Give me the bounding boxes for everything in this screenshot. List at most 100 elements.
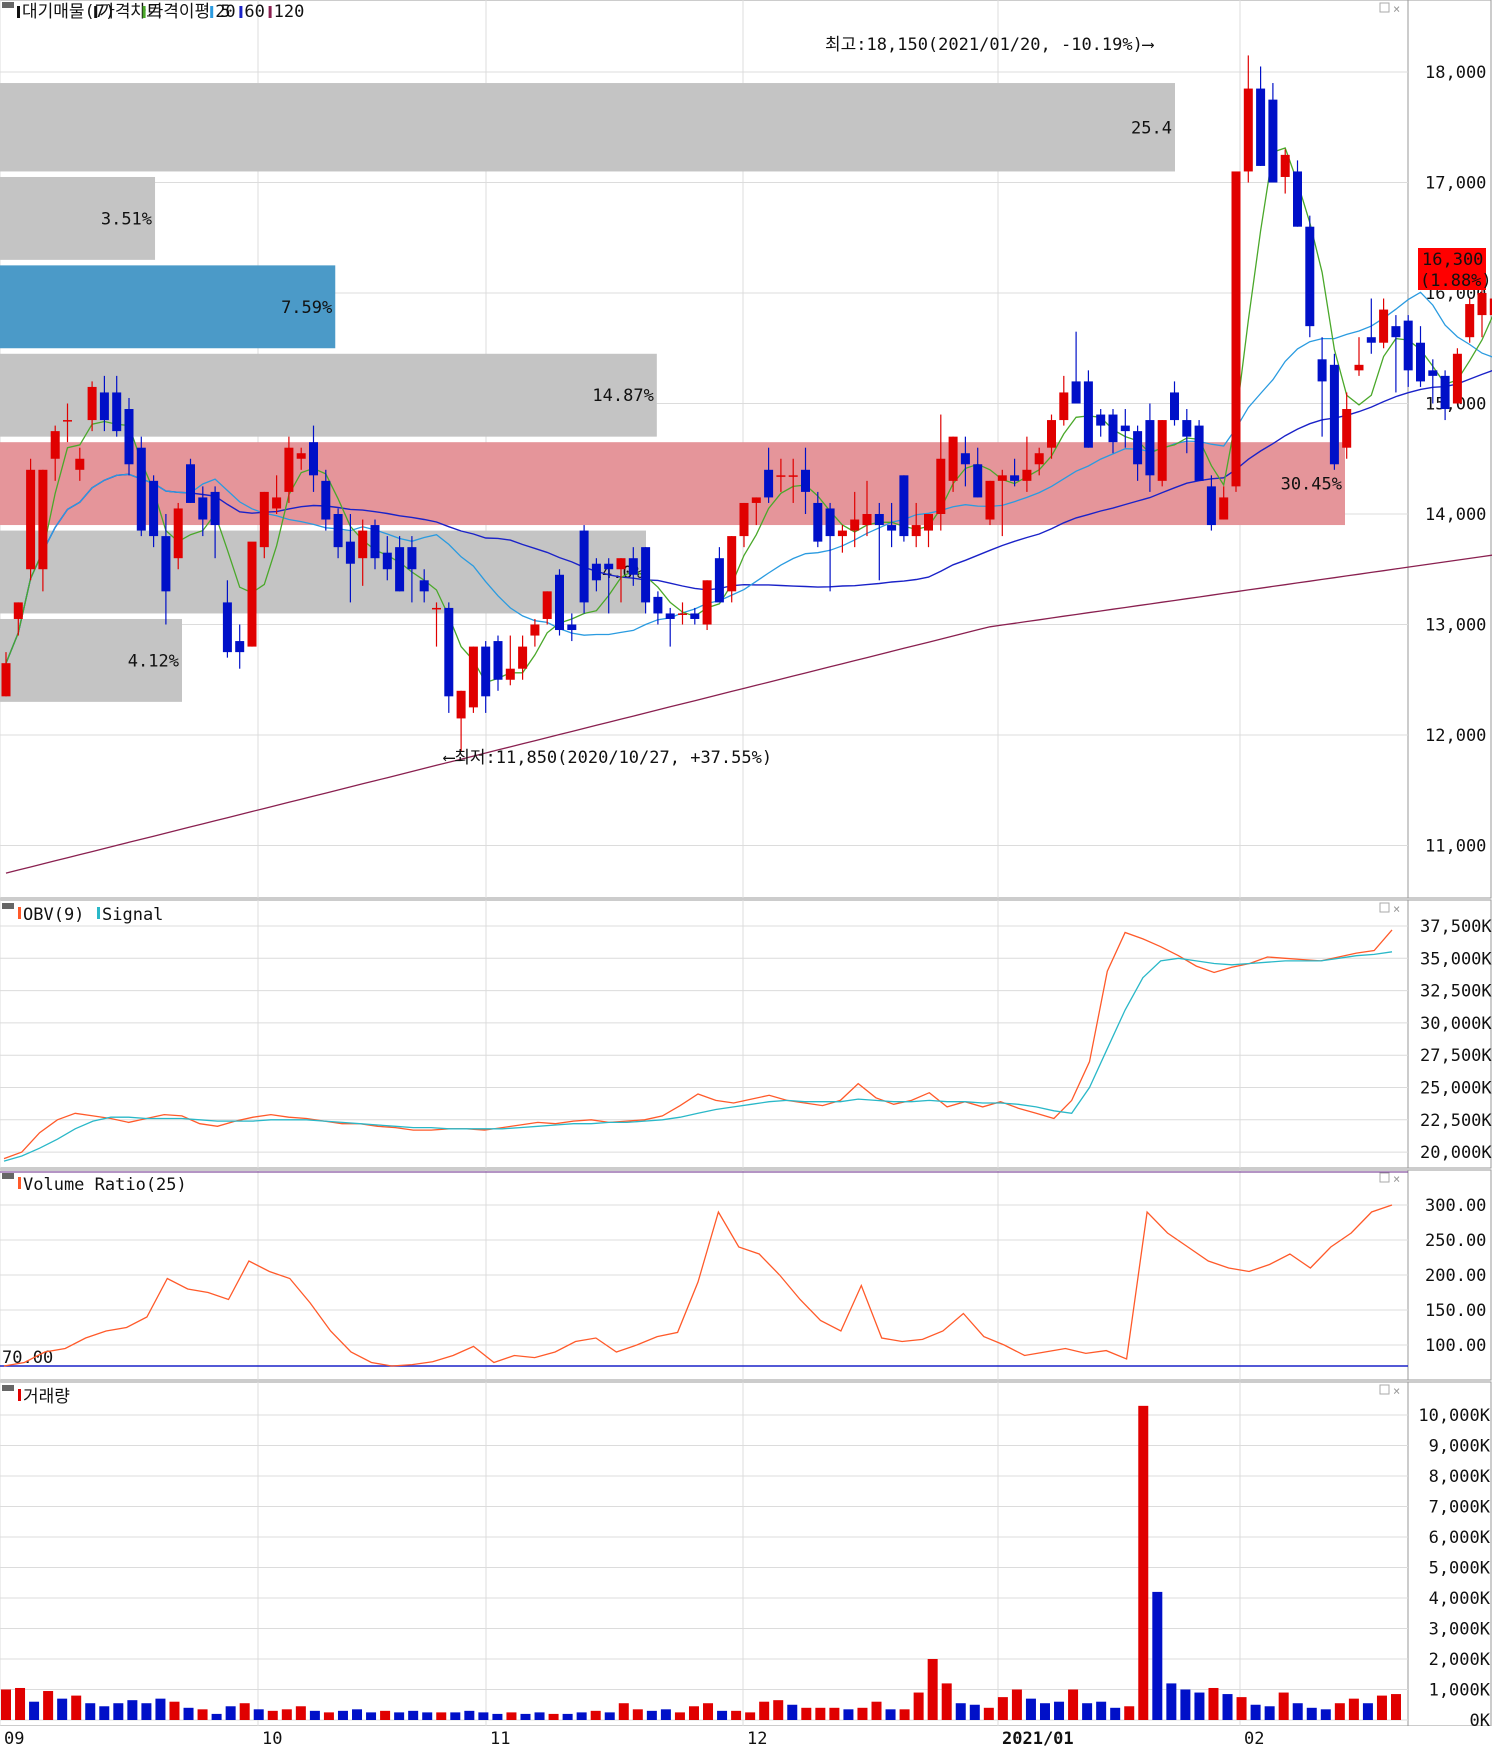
current-price: 16,300 (1422, 250, 1483, 270)
candle-body (419, 580, 429, 592)
vr-baseline-label: 70.00 (2, 1348, 53, 1368)
volume-profile-pct: 3.51% (101, 209, 152, 229)
legend-obv: OBV(9) (23, 905, 84, 925)
volume-bar (1124, 1706, 1135, 1720)
candle-body (1108, 414, 1118, 443)
x-tick-label-4: 2021/01 (1002, 1729, 1074, 1747)
volume-y-tick: 5,000K (1429, 1559, 1491, 1579)
candle-body (198, 497, 208, 520)
axis-area-vr (1407, 1169, 1492, 1381)
volume-profile-bar (0, 442, 1345, 526)
legend-price-chart: 가격차트 (99, 2, 162, 22)
volume-bar (99, 1706, 110, 1720)
volume-bar (562, 1713, 573, 1720)
candle-body (567, 624, 577, 631)
volume-bar (534, 1712, 545, 1720)
candle-body (75, 458, 85, 470)
volume-bar (1278, 1692, 1289, 1720)
price-y-tick: 18,000 (1425, 63, 1486, 83)
candle-body (1403, 320, 1413, 371)
candle-body (1280, 154, 1290, 177)
candle-body (665, 613, 675, 619)
volume-bar (464, 1710, 475, 1720)
legend-volume-marker (18, 1389, 21, 1401)
candle-body (1440, 375, 1450, 410)
volume-bar (1362, 1703, 1373, 1720)
volume-profile-pct: 25.4 (1131, 118, 1172, 138)
candle-body (1428, 370, 1438, 376)
candle-body (38, 469, 48, 570)
volume-bar (253, 1709, 264, 1720)
candle-body (862, 514, 872, 526)
volume-bar (1054, 1701, 1065, 1720)
candle-body (505, 668, 515, 680)
legend-volume-profile-marker (17, 6, 20, 18)
minimize-icon (1379, 902, 1390, 913)
volume-bar (29, 1701, 40, 1720)
candle-body (751, 497, 761, 503)
high-annotation: 최고:18,150(2021/01/20, -10.19%)⟶ (825, 35, 1155, 55)
volume-bar (731, 1710, 742, 1720)
volume-bar (1039, 1703, 1050, 1720)
candle-body (63, 420, 72, 422)
candle-body (432, 607, 441, 610)
candle-body (1059, 392, 1069, 421)
volume-bar (1152, 1591, 1163, 1720)
volume-bar (787, 1704, 798, 1720)
candle-body (1465, 304, 1475, 338)
candle-body (604, 563, 614, 570)
obv-y-tick: 30,000K (1420, 1014, 1492, 1034)
candle-body (124, 409, 134, 465)
candle-body (1022, 469, 1032, 481)
candle-body (1182, 420, 1192, 437)
candle-body (1293, 171, 1302, 227)
volume-profile-bar (0, 176, 156, 260)
volume-y-tick: 4,000K (1429, 1589, 1491, 1609)
price-y-tick: 14,000 (1425, 505, 1486, 525)
volume-y-tick: 3,000K (1429, 1620, 1491, 1640)
volume-bar (969, 1704, 980, 1720)
candle-body (493, 641, 503, 680)
legend-price-chart-marker (94, 6, 98, 18)
legend-ma120-marker (268, 6, 272, 18)
volume-y-tick: 6,000K (1429, 1528, 1491, 1548)
panel-obv (0, 899, 1409, 1169)
volume-bar (169, 1701, 180, 1720)
volume-bar (745, 1712, 756, 1720)
volume-bar (436, 1712, 447, 1720)
candle-body (370, 525, 380, 559)
volume-bar (997, 1697, 1008, 1720)
candle-body (616, 558, 626, 570)
x-axis-band (0, 1726, 1492, 1747)
candle-body (899, 475, 909, 537)
minimize-icon (1379, 1384, 1390, 1395)
volume-bar (618, 1703, 629, 1720)
close-icon: × (1393, 1384, 1400, 1398)
volume-bar (394, 1712, 405, 1720)
candle-body (985, 480, 995, 520)
x-tick-label-5: 02 (1244, 1729, 1264, 1747)
volume-bar (352, 1709, 363, 1720)
candle-body (1083, 381, 1093, 448)
candle-body (874, 514, 884, 526)
volume-bar (239, 1703, 250, 1720)
volume-bar (478, 1712, 489, 1720)
candle-body (813, 502, 823, 542)
candle-body (1231, 171, 1241, 487)
volume-bar (1082, 1703, 1093, 1720)
candle-body (444, 607, 454, 697)
legend-volume-ratio: Volume Ratio(25) (23, 1175, 187, 1195)
volume-bar (295, 1706, 306, 1720)
obv-y-tick: 20,000K (1420, 1143, 1492, 1163)
panel-menu-icon (2, 1385, 14, 1391)
candle-body (1096, 414, 1106, 426)
candle-body (591, 563, 601, 581)
candle-body (1489, 298, 1492, 316)
candle-body (837, 530, 847, 537)
current-change: (1.88%) (1420, 271, 1492, 291)
close-icon: × (1393, 2, 1400, 16)
legend-ma60: 60 (244, 2, 264, 22)
candle-body (960, 453, 970, 465)
